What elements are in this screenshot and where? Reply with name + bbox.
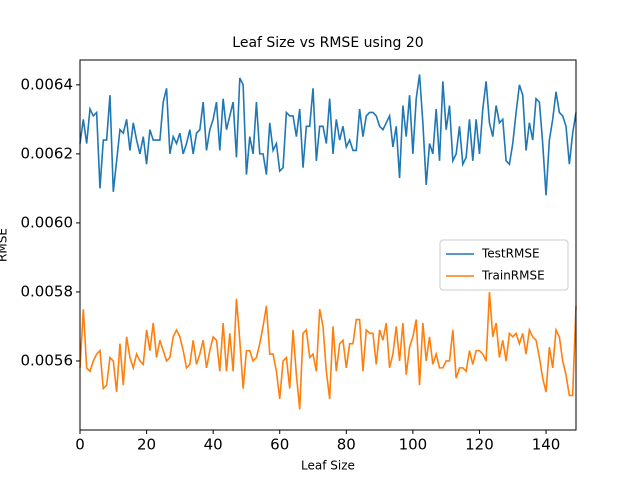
series-line xyxy=(79,291,577,410)
y-tick-label: 0.0062 xyxy=(21,144,74,162)
x-tick-label: 140 xyxy=(532,436,561,454)
x-tick-label: 80 xyxy=(337,436,356,454)
y-tick-label: 0.0064 xyxy=(21,75,74,93)
y-tick-label: 0.0060 xyxy=(21,213,74,231)
plot-frame xyxy=(79,59,577,431)
series-line xyxy=(79,74,577,196)
chart-title: Leaf Size vs RMSE using 20 xyxy=(232,35,423,51)
y-tick-label: 0.0058 xyxy=(21,282,74,300)
x-tick-label: 60 xyxy=(270,436,289,454)
legend-box xyxy=(439,239,569,291)
y-axis-label: RMSE xyxy=(0,228,10,262)
x-axis-label: Leaf Size xyxy=(301,459,355,473)
x-tick-label: 100 xyxy=(399,436,428,454)
y-tick-label: 0.0056 xyxy=(21,351,74,369)
x-tick-label: 120 xyxy=(465,436,494,454)
x-tick-label: 20 xyxy=(137,436,156,454)
legend-label: TestRMSE xyxy=(481,247,540,261)
x-tick-label: 40 xyxy=(204,436,223,454)
x-tick-label: 0 xyxy=(75,436,85,454)
legend-label: TrainRMSE xyxy=(481,269,545,283)
